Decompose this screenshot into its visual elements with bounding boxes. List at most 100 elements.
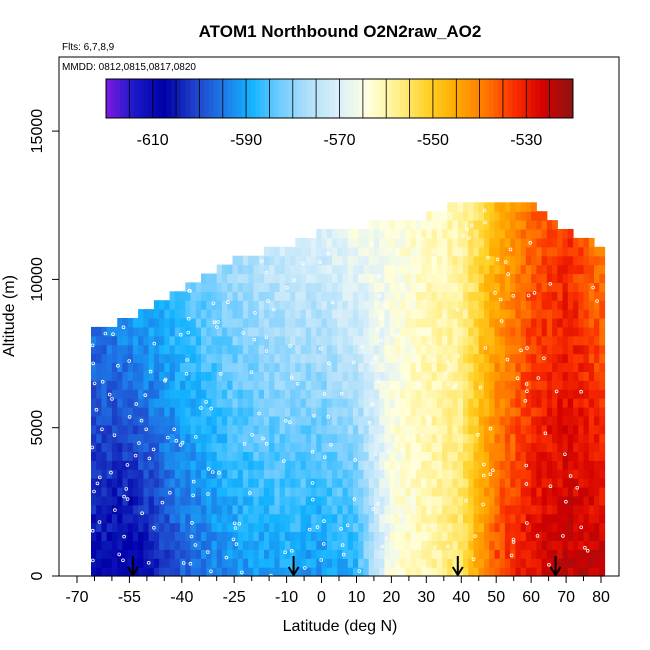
heatmap-cell: [557, 504, 564, 515]
heatmap-cell: [594, 362, 600, 372]
heatmap-cell: [295, 264, 302, 275]
heatmap-cell: [258, 371, 265, 381]
sample-point: [339, 526, 343, 531]
heatmap-cell: [525, 291, 532, 301]
sample-point: [526, 293, 531, 298]
heatmap-cell: [463, 513, 469, 524]
heatmap-cell: [242, 513, 249, 524]
heatmap-cell: [431, 229, 438, 239]
heatmap-cell: [504, 495, 511, 506]
heatmap-cell: [321, 469, 328, 479]
heatmap-cell: [368, 362, 375, 372]
heatmap-cell: [316, 273, 323, 283]
heatmap-cell: [111, 531, 118, 541]
heatmap-cell: [216, 389, 223, 399]
heatmap-cell: [552, 229, 558, 239]
heatmap-cell: [201, 273, 207, 283]
heatmap-cell: [117, 433, 123, 444]
heatmap-cell: [300, 237, 307, 248]
heatmap-cell: [169, 353, 176, 364]
colorbar-block: [157, 79, 163, 118]
sample-point: [453, 383, 458, 387]
heatmap-cell: [599, 300, 606, 310]
heatmap-cell: [557, 549, 564, 559]
heatmap-cell: [169, 451, 176, 461]
heatmap-cell: [127, 353, 134, 364]
y-tick-label: 15000: [29, 109, 46, 154]
heatmap-cell: [342, 344, 349, 355]
heatmap-cell: [557, 237, 564, 248]
heatmap-cell: [122, 549, 129, 559]
heatmap-cell: [195, 549, 202, 559]
heatmap-cell: [332, 264, 338, 275]
heatmap-cell: [436, 478, 443, 488]
heatmap-cell: [473, 469, 480, 479]
heatmap-cell: [379, 291, 385, 301]
heatmap-cell: [253, 478, 260, 488]
heatmap-cell: [552, 451, 558, 461]
heatmap-cell: [305, 273, 312, 283]
colorbar-block: [465, 79, 471, 118]
heatmap-cell: [363, 398, 370, 408]
heatmap-cell: [195, 495, 202, 506]
colorbar-block: [502, 79, 509, 118]
heatmap-cell: [153, 424, 160, 435]
heatmap-cell: [504, 522, 511, 533]
heatmap-cell: [363, 246, 370, 257]
heatmap-cell: [567, 326, 574, 337]
heatmap-cell: [546, 291, 553, 301]
heatmap-cell: [405, 371, 412, 381]
heatmap-cell: [305, 255, 312, 266]
heatmap-cell: [379, 442, 385, 452]
heatmap-cell: [132, 362, 139, 372]
heatmap-cell: [468, 495, 475, 506]
sample-point: [147, 456, 152, 461]
heatmap-cell: [562, 424, 569, 435]
heatmap-cell: [353, 389, 359, 399]
heatmap-cell: [316, 291, 323, 301]
heatmap-cell: [106, 407, 113, 417]
heatmap-cell: [410, 504, 417, 515]
heatmap-cell: [180, 504, 186, 515]
heatmap-cell: [373, 513, 380, 524]
heatmap-cell: [541, 522, 548, 533]
heatmap-cell: [557, 487, 564, 497]
heatmap-cell: [106, 415, 113, 426]
heatmap-cell: [531, 380, 537, 390]
heatmap-cell: [111, 389, 118, 399]
heatmap-cell: [541, 495, 548, 506]
heatmap-cell: [153, 353, 160, 364]
heatmap-cell: [237, 487, 244, 497]
heatmap-cell: [394, 504, 401, 515]
heatmap-cell: [463, 540, 469, 550]
heatmap-cell: [588, 389, 595, 399]
heatmap-cell: [305, 380, 312, 390]
heatmap-cell: [122, 540, 129, 550]
heatmap-cell: [436, 398, 443, 408]
heatmap-cell: [153, 335, 160, 346]
heatmap-cell: [174, 415, 181, 426]
heatmap-cell: [426, 300, 433, 310]
heatmap-cell: [546, 540, 553, 550]
heatmap-cell: [342, 531, 349, 541]
heatmap-cell: [494, 202, 501, 212]
heatmap-cell: [442, 433, 448, 444]
heatmap-cell: [321, 513, 328, 524]
heatmap-cell: [180, 389, 186, 399]
heatmap-cell: [494, 273, 501, 283]
heatmap-cell: [242, 424, 249, 435]
heatmap-cell: [358, 398, 364, 408]
heatmap-cell: [541, 282, 548, 292]
heatmap-cell: [153, 469, 160, 479]
heatmap-cell: [546, 522, 553, 533]
heatmap-cell: [515, 353, 522, 364]
heatmap-cell: [242, 335, 249, 346]
sample-point: [224, 555, 229, 560]
heatmap-cell: [290, 442, 296, 452]
heatmap-cell: [588, 558, 595, 568]
heatmap-cell: [583, 513, 590, 524]
heatmap-cell: [557, 335, 564, 346]
heatmap-cell: [347, 335, 354, 346]
heatmap-cell: [232, 460, 239, 470]
